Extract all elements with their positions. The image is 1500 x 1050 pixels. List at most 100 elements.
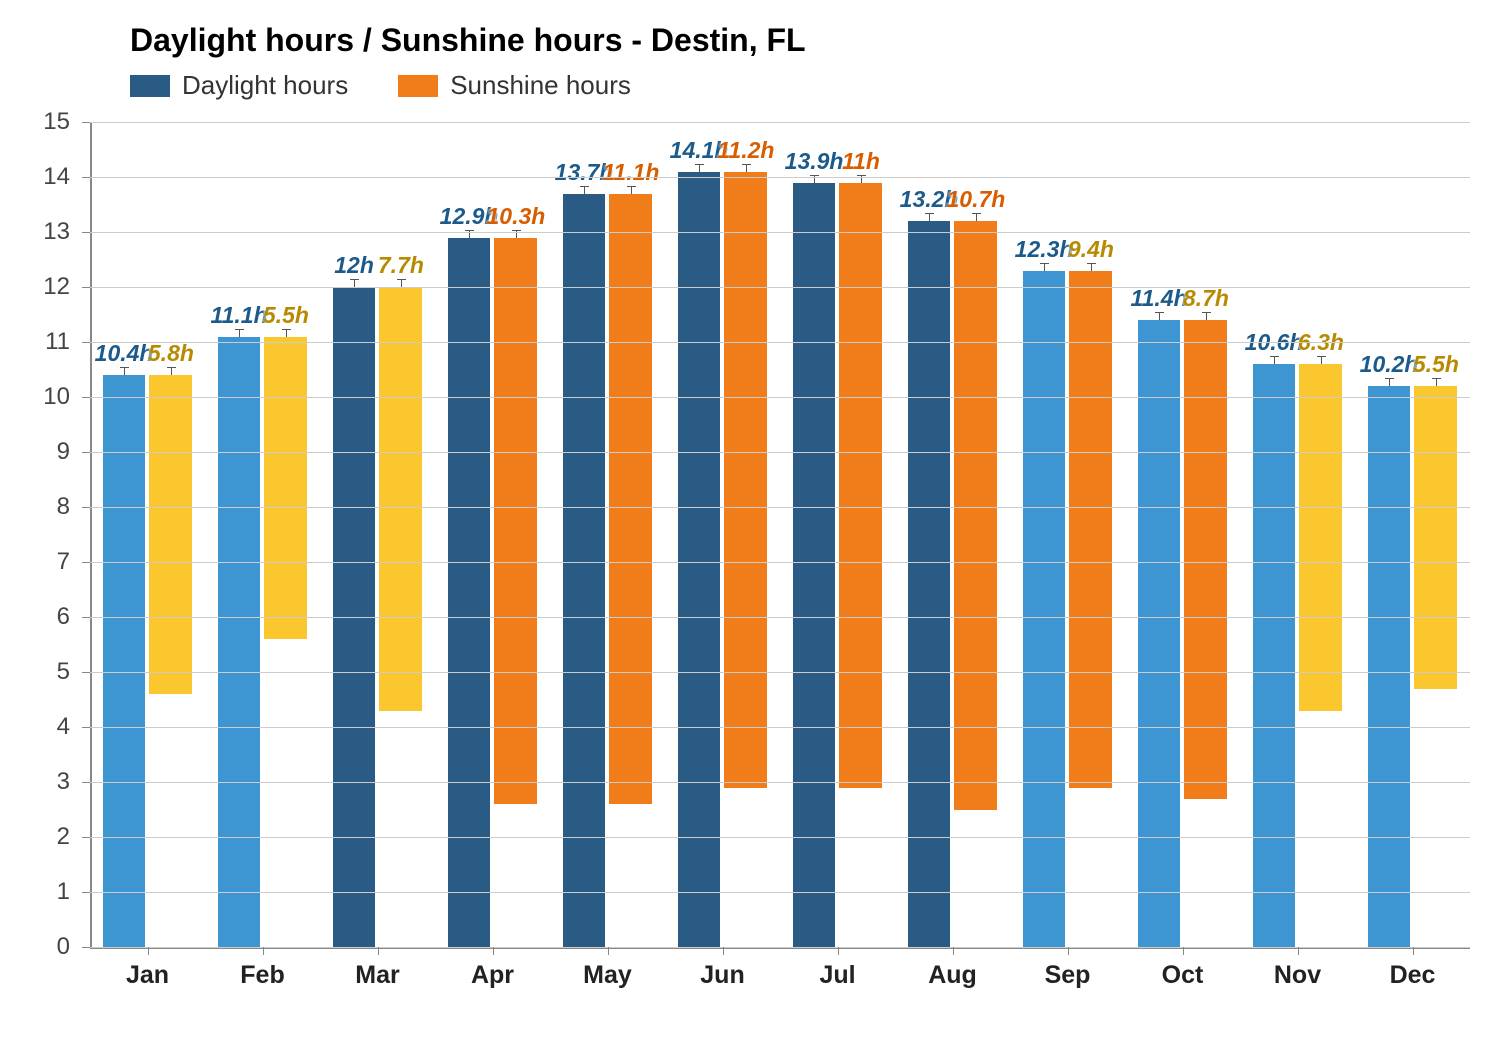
- bar-daylight: 13.9h: [793, 183, 836, 948]
- y-tick-label: 7: [10, 548, 70, 576]
- bar-sunshine: 11h: [839, 183, 882, 788]
- x-tick-mark: [1298, 947, 1299, 955]
- y-tick-label: 6: [10, 603, 70, 631]
- legend: Daylight hours Sunshine hours: [130, 70, 631, 101]
- y-tick-label: 14: [10, 163, 70, 191]
- bar-value-label: 13.9h: [785, 148, 844, 175]
- bar-whisker: [929, 213, 930, 221]
- bar-value-label: 12h: [334, 252, 374, 279]
- x-tick-mark: [493, 947, 494, 955]
- bar-value-label: 10.3h: [486, 203, 545, 230]
- bar-sunshine: 5.5h: [1414, 386, 1457, 689]
- y-tick-label: 12: [10, 273, 70, 301]
- y-tick-mark: [82, 232, 90, 233]
- x-category-label: Dec: [1390, 961, 1436, 990]
- y-tick-label: 13: [10, 218, 70, 246]
- bar-whisker: [239, 329, 240, 337]
- grid-line: [90, 122, 1470, 123]
- bar-sunshine: 7.7h: [379, 287, 422, 711]
- grid-line: [90, 617, 1470, 618]
- y-tick-mark: [82, 122, 90, 123]
- bar-value-label: 11.4h: [1131, 285, 1188, 312]
- grid-line: [90, 342, 1470, 343]
- bar-sunshine: 10.7h: [954, 221, 997, 810]
- bar-value-label: 10.4h: [95, 340, 154, 367]
- x-category-label: Jul: [819, 961, 855, 990]
- bar-group: 13.9h11h: [793, 183, 883, 948]
- legend-item-daylight: Daylight hours: [130, 70, 348, 101]
- bar-whisker: [1274, 356, 1275, 364]
- x-category-label: Jun: [700, 961, 744, 990]
- y-tick-label: 15: [10, 108, 70, 136]
- grid-line: [90, 287, 1470, 288]
- y-tick-mark: [82, 892, 90, 893]
- bar-daylight: 13.7h: [563, 194, 606, 948]
- bar-whisker: [286, 329, 287, 337]
- bar-value-label: 11.1h: [602, 159, 659, 186]
- y-tick-label: 3: [10, 768, 70, 796]
- bar-sunshine: 9.4h: [1069, 271, 1112, 788]
- bars-layer: 10.4h5.8h11.1h5.5h12h7.7h12.9h10.3h13.7h…: [90, 122, 1470, 947]
- y-tick-mark: [82, 177, 90, 178]
- bar-whisker: [631, 186, 632, 194]
- legend-label-daylight: Daylight hours: [182, 70, 348, 101]
- y-tick-label: 1: [10, 878, 70, 906]
- bar-value-label: 5.5h: [1413, 351, 1459, 378]
- x-tick-mark: [953, 947, 954, 955]
- grid-line: [90, 232, 1470, 233]
- bar-sunshine: 6.3h: [1299, 364, 1342, 711]
- bar-group: 10.4h5.8h: [103, 375, 193, 947]
- bar-group: 11.4h8.7h: [1138, 320, 1228, 947]
- bar-value-label: 10.2h: [1360, 351, 1419, 378]
- bar-whisker: [1389, 378, 1390, 386]
- y-tick-mark: [82, 287, 90, 288]
- y-tick-label: 0: [10, 933, 70, 961]
- y-tick-label: 4: [10, 713, 70, 741]
- legend-swatch-daylight: [130, 75, 170, 97]
- bar-value-label: 10.7h: [946, 186, 1005, 213]
- bar-sunshine: 5.5h: [264, 337, 307, 640]
- bar-whisker: [401, 279, 402, 287]
- bar-daylight: 13.2h: [908, 221, 951, 947]
- bar-group: 12.3h9.4h: [1023, 271, 1113, 948]
- y-tick-mark: [82, 342, 90, 343]
- bar-whisker: [1436, 378, 1437, 386]
- grid-line: [90, 837, 1470, 838]
- bar-whisker: [124, 367, 125, 375]
- bar-daylight: 10.2h: [1368, 386, 1411, 947]
- bar-whisker: [976, 213, 977, 221]
- bar-whisker: [1159, 312, 1160, 320]
- y-tick-mark: [82, 727, 90, 728]
- bar-daylight: 12.3h: [1023, 271, 1066, 948]
- x-category-label: Mar: [355, 961, 399, 990]
- x-tick-mark: [838, 947, 839, 955]
- bar-value-label: 11.1h: [211, 302, 268, 329]
- x-category-label: Aug: [928, 961, 977, 990]
- x-tick-mark: [148, 947, 149, 955]
- bar-whisker: [814, 175, 815, 183]
- bar-whisker: [516, 230, 517, 238]
- legend-swatch-sunshine: [398, 75, 438, 97]
- chart-container: Daylight hours / Sunshine hours - Destin…: [0, 0, 1500, 1050]
- bar-whisker: [354, 279, 355, 287]
- grid-line: [90, 947, 1470, 948]
- y-tick-mark: [82, 672, 90, 673]
- x-category-label: Apr: [471, 961, 514, 990]
- y-tick-mark: [82, 617, 90, 618]
- x-category-label: Sep: [1045, 961, 1091, 990]
- x-tick-mark: [723, 947, 724, 955]
- x-tick-mark: [1183, 947, 1184, 955]
- x-tick-mark: [263, 947, 264, 955]
- bar-whisker: [1206, 312, 1207, 320]
- grid-line: [90, 452, 1470, 453]
- y-tick-mark: [82, 507, 90, 508]
- bar-group: 10.2h5.5h: [1368, 386, 1458, 947]
- bar-value-label: 5.8h: [148, 340, 194, 367]
- bar-sunshine: 11.1h: [609, 194, 652, 805]
- grid-line: [90, 507, 1470, 508]
- x-tick-mark: [608, 947, 609, 955]
- y-tick-mark: [82, 452, 90, 453]
- bar-sunshine: 10.3h: [494, 238, 537, 805]
- bar-value-label: 8.7h: [1183, 285, 1229, 312]
- bar-value-label: 11.2h: [717, 137, 774, 164]
